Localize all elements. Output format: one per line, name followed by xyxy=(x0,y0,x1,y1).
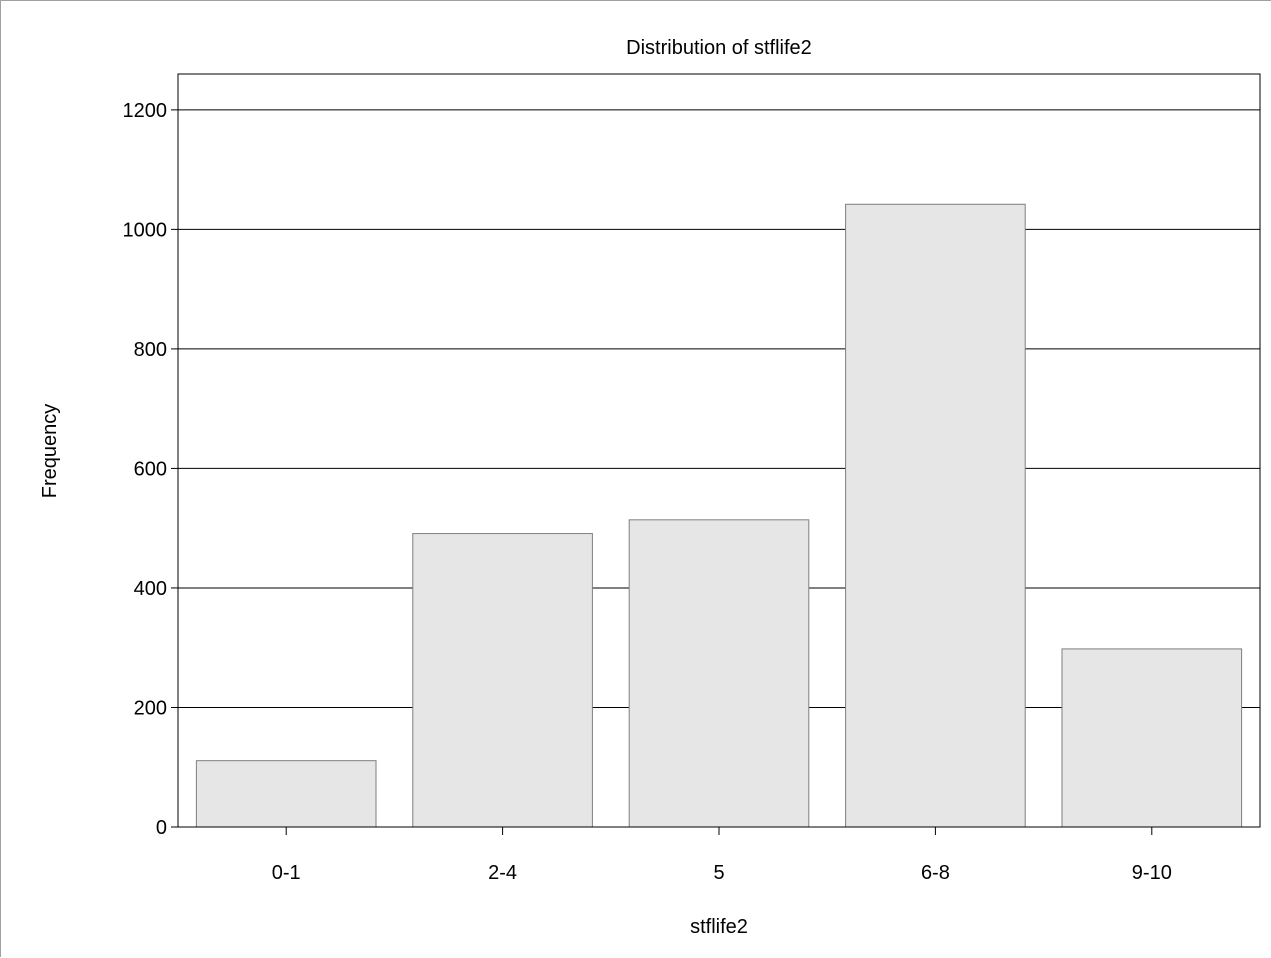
bar-2-4 xyxy=(412,533,593,828)
y-tick-label-800: 800 xyxy=(134,339,167,361)
y-tick-label-1200: 1200 xyxy=(123,100,168,122)
x-tick-label-9-10: 9-10 xyxy=(1132,862,1172,884)
y-tick-label-1000: 1000 xyxy=(123,219,168,241)
y-tick-label-200: 200 xyxy=(134,697,167,719)
bar-5 xyxy=(628,519,810,828)
y-axis: 0 200 400 600 800 1000 1200 xyxy=(123,100,178,839)
chart-title: Distribution of stflife2 xyxy=(626,37,812,59)
y-tick-label-400: 400 xyxy=(134,578,167,600)
bars xyxy=(195,203,1243,828)
x-tick-label-6-8: 6-8 xyxy=(921,862,950,884)
bar-0-1 xyxy=(195,760,377,828)
bar-6-8 xyxy=(845,203,1026,828)
y-axis-title: Frequency xyxy=(39,404,61,499)
y-tick-label-0: 0 xyxy=(156,817,167,839)
y-tick-label-600: 600 xyxy=(134,458,167,480)
x-axis-title: stflife2 xyxy=(690,916,748,938)
x-axis: 0-1 2-4 5 6-8 9-10 xyxy=(272,827,1172,884)
x-tick-label-2-4: 2-4 xyxy=(488,862,517,884)
x-tick-label-0-1: 0-1 xyxy=(272,862,301,884)
x-tick-label-5: 5 xyxy=(713,862,724,884)
bar-9-10 xyxy=(1061,648,1243,828)
